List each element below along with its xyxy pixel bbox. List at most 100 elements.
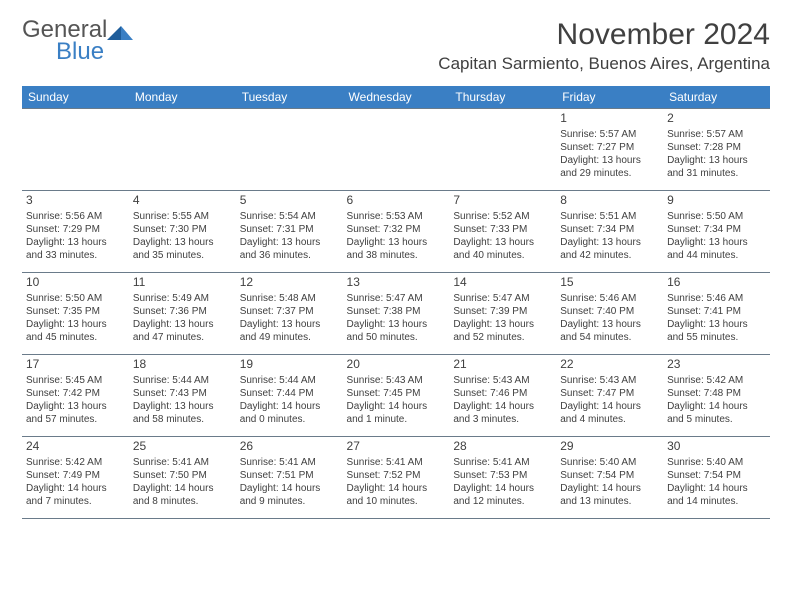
daylight-text: Daylight: 14 hours and 10 minutes.: [347, 482, 446, 508]
calendar-day-cell: 4Sunrise: 5:55 AMSunset: 7:30 PMDaylight…: [129, 191, 236, 273]
sunrise-text: Sunrise: 5:53 AM: [347, 210, 446, 223]
calendar-day-cell: [22, 109, 129, 191]
sunrise-text: Sunrise: 5:56 AM: [26, 210, 125, 223]
sunset-text: Sunset: 7:33 PM: [453, 223, 552, 236]
sunrise-text: Sunrise: 5:47 AM: [347, 292, 446, 305]
day-number: 22: [560, 357, 659, 373]
sunset-text: Sunset: 7:29 PM: [26, 223, 125, 236]
day-number: 1: [560, 111, 659, 127]
calendar-day-cell: 20Sunrise: 5:43 AMSunset: 7:45 PMDayligh…: [343, 355, 450, 437]
day-number: 21: [453, 357, 552, 373]
daylight-text: Daylight: 14 hours and 0 minutes.: [240, 400, 339, 426]
sunset-text: Sunset: 7:27 PM: [560, 141, 659, 154]
sunrise-text: Sunrise: 5:42 AM: [667, 374, 766, 387]
sunset-text: Sunset: 7:34 PM: [560, 223, 659, 236]
calendar-day-cell: 16Sunrise: 5:46 AMSunset: 7:41 PMDayligh…: [663, 273, 770, 355]
day-number: 5: [240, 193, 339, 209]
calendar-day-cell: [129, 109, 236, 191]
calendar-day-cell: 25Sunrise: 5:41 AMSunset: 7:50 PMDayligh…: [129, 437, 236, 519]
sunrise-text: Sunrise: 5:50 AM: [667, 210, 766, 223]
daylight-text: Daylight: 13 hours and 49 minutes.: [240, 318, 339, 344]
calendar-day-cell: 13Sunrise: 5:47 AMSunset: 7:38 PMDayligh…: [343, 273, 450, 355]
calendar-day-cell: 26Sunrise: 5:41 AMSunset: 7:51 PMDayligh…: [236, 437, 343, 519]
sunset-text: Sunset: 7:49 PM: [26, 469, 125, 482]
daylight-text: Daylight: 14 hours and 3 minutes.: [453, 400, 552, 426]
calendar-day-cell: 11Sunrise: 5:49 AMSunset: 7:36 PMDayligh…: [129, 273, 236, 355]
day-number: 19: [240, 357, 339, 373]
day-number: 6: [347, 193, 446, 209]
calendar-day-cell: [449, 109, 556, 191]
sunrise-text: Sunrise: 5:40 AM: [667, 456, 766, 469]
calendar-day-cell: 9Sunrise: 5:50 AMSunset: 7:34 PMDaylight…: [663, 191, 770, 273]
daylight-text: Daylight: 14 hours and 8 minutes.: [133, 482, 232, 508]
sunset-text: Sunset: 7:43 PM: [133, 387, 232, 400]
day-number: 26: [240, 439, 339, 455]
daylight-text: Daylight: 13 hours and 40 minutes.: [453, 236, 552, 262]
day-number: 16: [667, 275, 766, 291]
calendar-day-cell: 29Sunrise: 5:40 AMSunset: 7:54 PMDayligh…: [556, 437, 663, 519]
sunrise-text: Sunrise: 5:41 AM: [453, 456, 552, 469]
sunset-text: Sunset: 7:34 PM: [667, 223, 766, 236]
day-number: 3: [26, 193, 125, 209]
sunset-text: Sunset: 7:28 PM: [667, 141, 766, 154]
day-number: 14: [453, 275, 552, 291]
daylight-text: Daylight: 13 hours and 42 minutes.: [560, 236, 659, 262]
daylight-text: Daylight: 13 hours and 45 minutes.: [26, 318, 125, 344]
sunset-text: Sunset: 7:47 PM: [560, 387, 659, 400]
calendar-day-cell: 10Sunrise: 5:50 AMSunset: 7:35 PMDayligh…: [22, 273, 129, 355]
calendar-day-cell: 7Sunrise: 5:52 AMSunset: 7:33 PMDaylight…: [449, 191, 556, 273]
sunrise-text: Sunrise: 5:57 AM: [560, 128, 659, 141]
sunset-text: Sunset: 7:36 PM: [133, 305, 232, 318]
sunset-text: Sunset: 7:32 PM: [347, 223, 446, 236]
sunrise-text: Sunrise: 5:44 AM: [133, 374, 232, 387]
daylight-text: Daylight: 13 hours and 33 minutes.: [26, 236, 125, 262]
sunrise-text: Sunrise: 5:57 AM: [667, 128, 766, 141]
page-header: General Blue November 2024 Capitan Sarmi…: [22, 18, 770, 74]
daylight-text: Daylight: 14 hours and 4 minutes.: [560, 400, 659, 426]
daylight-text: Daylight: 13 hours and 35 minutes.: [133, 236, 232, 262]
sunset-text: Sunset: 7:51 PM: [240, 469, 339, 482]
day-number: 17: [26, 357, 125, 373]
day-number: 11: [133, 275, 232, 291]
sunrise-text: Sunrise: 5:44 AM: [240, 374, 339, 387]
sunrise-text: Sunrise: 5:40 AM: [560, 456, 659, 469]
brand-text: General Blue: [22, 18, 107, 64]
calendar-day-cell: 18Sunrise: 5:44 AMSunset: 7:43 PMDayligh…: [129, 355, 236, 437]
calendar-day-cell: 15Sunrise: 5:46 AMSunset: 7:40 PMDayligh…: [556, 273, 663, 355]
sunrise-text: Sunrise: 5:49 AM: [133, 292, 232, 305]
daylight-text: Daylight: 13 hours and 50 minutes.: [347, 318, 446, 344]
calendar-body: 1Sunrise: 5:57 AMSunset: 7:27 PMDaylight…: [22, 109, 770, 519]
title-block: November 2024 Capitan Sarmiento, Buenos …: [438, 18, 770, 74]
brand-line2: Blue: [22, 40, 107, 64]
sunset-text: Sunset: 7:46 PM: [453, 387, 552, 400]
day-header: Thursday: [449, 86, 556, 109]
sunset-text: Sunset: 7:39 PM: [453, 305, 552, 318]
daylight-text: Daylight: 13 hours and 31 minutes.: [667, 154, 766, 180]
day-header-row: SundayMondayTuesdayWednesdayThursdayFrid…: [22, 86, 770, 109]
daylight-text: Daylight: 13 hours and 52 minutes.: [453, 318, 552, 344]
daylight-text: Daylight: 13 hours and 38 minutes.: [347, 236, 446, 262]
day-number: 18: [133, 357, 232, 373]
calendar-day-cell: 12Sunrise: 5:48 AMSunset: 7:37 PMDayligh…: [236, 273, 343, 355]
calendar-day-cell: 8Sunrise: 5:51 AMSunset: 7:34 PMDaylight…: [556, 191, 663, 273]
day-number: 15: [560, 275, 659, 291]
daylight-text: Daylight: 13 hours and 36 minutes.: [240, 236, 339, 262]
month-title: November 2024: [438, 18, 770, 52]
daylight-text: Daylight: 14 hours and 12 minutes.: [453, 482, 552, 508]
day-number: 9: [667, 193, 766, 209]
sunset-text: Sunset: 7:37 PM: [240, 305, 339, 318]
calendar-day-cell: 22Sunrise: 5:43 AMSunset: 7:47 PMDayligh…: [556, 355, 663, 437]
sunset-text: Sunset: 7:54 PM: [667, 469, 766, 482]
day-header: Tuesday: [236, 86, 343, 109]
sunset-text: Sunset: 7:53 PM: [453, 469, 552, 482]
calendar-page: General Blue November 2024 Capitan Sarmi…: [0, 0, 792, 537]
sunset-text: Sunset: 7:50 PM: [133, 469, 232, 482]
daylight-text: Daylight: 14 hours and 9 minutes.: [240, 482, 339, 508]
sunrise-text: Sunrise: 5:43 AM: [453, 374, 552, 387]
sunrise-text: Sunrise: 5:51 AM: [560, 210, 659, 223]
calendar-day-cell: 19Sunrise: 5:44 AMSunset: 7:44 PMDayligh…: [236, 355, 343, 437]
sunset-text: Sunset: 7:42 PM: [26, 387, 125, 400]
sunset-text: Sunset: 7:40 PM: [560, 305, 659, 318]
day-header: Monday: [129, 86, 236, 109]
calendar-day-cell: 24Sunrise: 5:42 AMSunset: 7:49 PMDayligh…: [22, 437, 129, 519]
